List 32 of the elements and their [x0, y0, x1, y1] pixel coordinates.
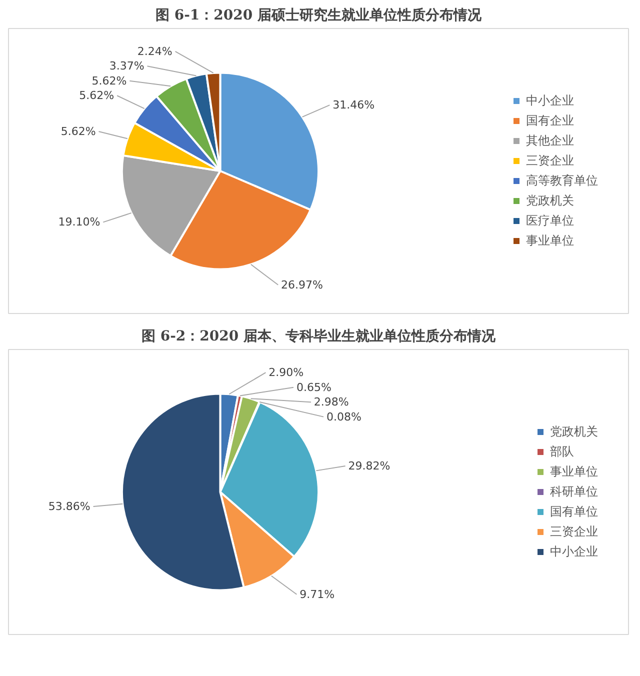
data-label: 2.24%: [137, 44, 172, 58]
legend-label: 科研单位: [550, 483, 598, 500]
data-label: 2.98%: [314, 396, 349, 409]
legend-label: 党政机关: [526, 192, 574, 209]
data-label: 5.62%: [92, 74, 127, 88]
legend-label: 事业单位: [526, 232, 574, 249]
legend-label: 三资企业: [550, 523, 598, 540]
data-label: 0.65%: [296, 380, 332, 394]
legend-label: 其他企业: [526, 132, 574, 149]
data-label: 5.62%: [79, 89, 114, 102]
legend-label: 中小企业: [526, 92, 574, 109]
data-label: 19.10%: [58, 216, 100, 229]
chart-title: 图 6-1：2020 届硕士研究生就业单位性质分布情况: [155, 6, 483, 24]
data-label: 53.86%: [48, 500, 90, 514]
data-label: 29.82%: [348, 459, 390, 472]
legend-label: 高等教育单位: [526, 172, 598, 189]
data-label: 5.62%: [60, 125, 96, 138]
legend-label: 中小企业: [550, 543, 598, 560]
legend-label: 事业单位: [550, 463, 598, 480]
legend-label: 部队: [550, 443, 574, 460]
data-label: 26.97%: [281, 278, 323, 292]
data-label: 2.90%: [268, 366, 304, 380]
legend-label: 国有企业: [526, 112, 574, 129]
legend-label: 医疗单位: [526, 212, 574, 229]
data-label: 9.71%: [300, 588, 335, 601]
legend-label: 党政机关: [550, 423, 598, 440]
data-label: 31.46%: [332, 98, 375, 112]
chart-title: 图 6-2：2020 届本、专科毕业生就业单位性质分布情况: [141, 328, 497, 344]
legend-label: 三资企业: [526, 152, 574, 169]
legend-label: 国有单位: [550, 503, 598, 520]
data-label: 3.37%: [109, 60, 144, 73]
data-label: 0.08%: [326, 410, 362, 424]
